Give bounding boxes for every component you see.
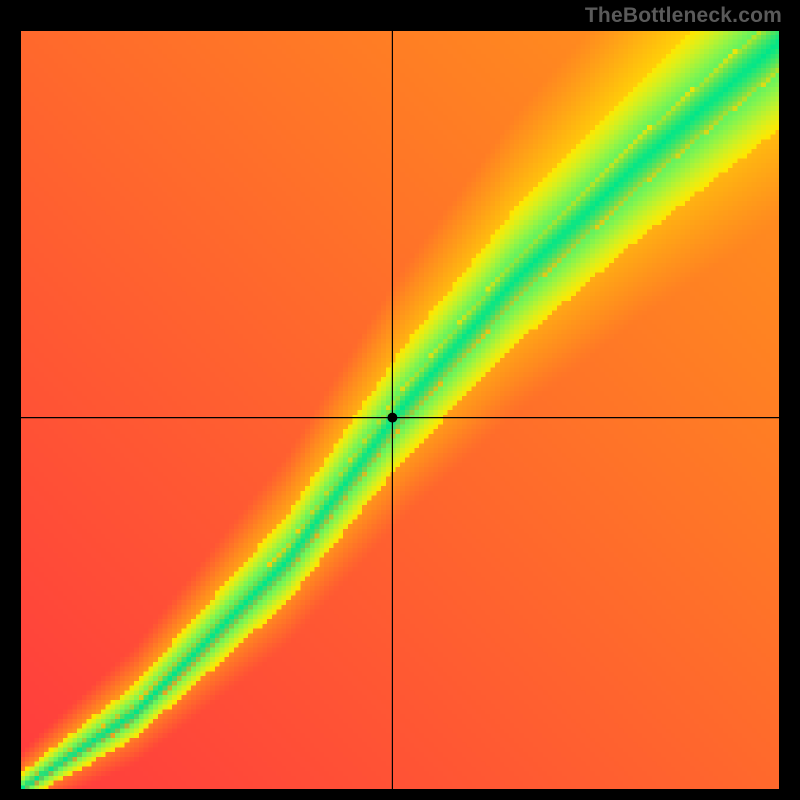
heatmap-overlay bbox=[20, 30, 780, 790]
heatmap-plot bbox=[20, 30, 780, 790]
plot-border bbox=[20, 30, 780, 790]
watermark-text: TheBottleneck.com bbox=[585, 4, 782, 28]
crosshair-marker bbox=[387, 413, 397, 423]
chart-container: { "watermark": { "text": "TheBottleneck.… bbox=[0, 0, 800, 800]
